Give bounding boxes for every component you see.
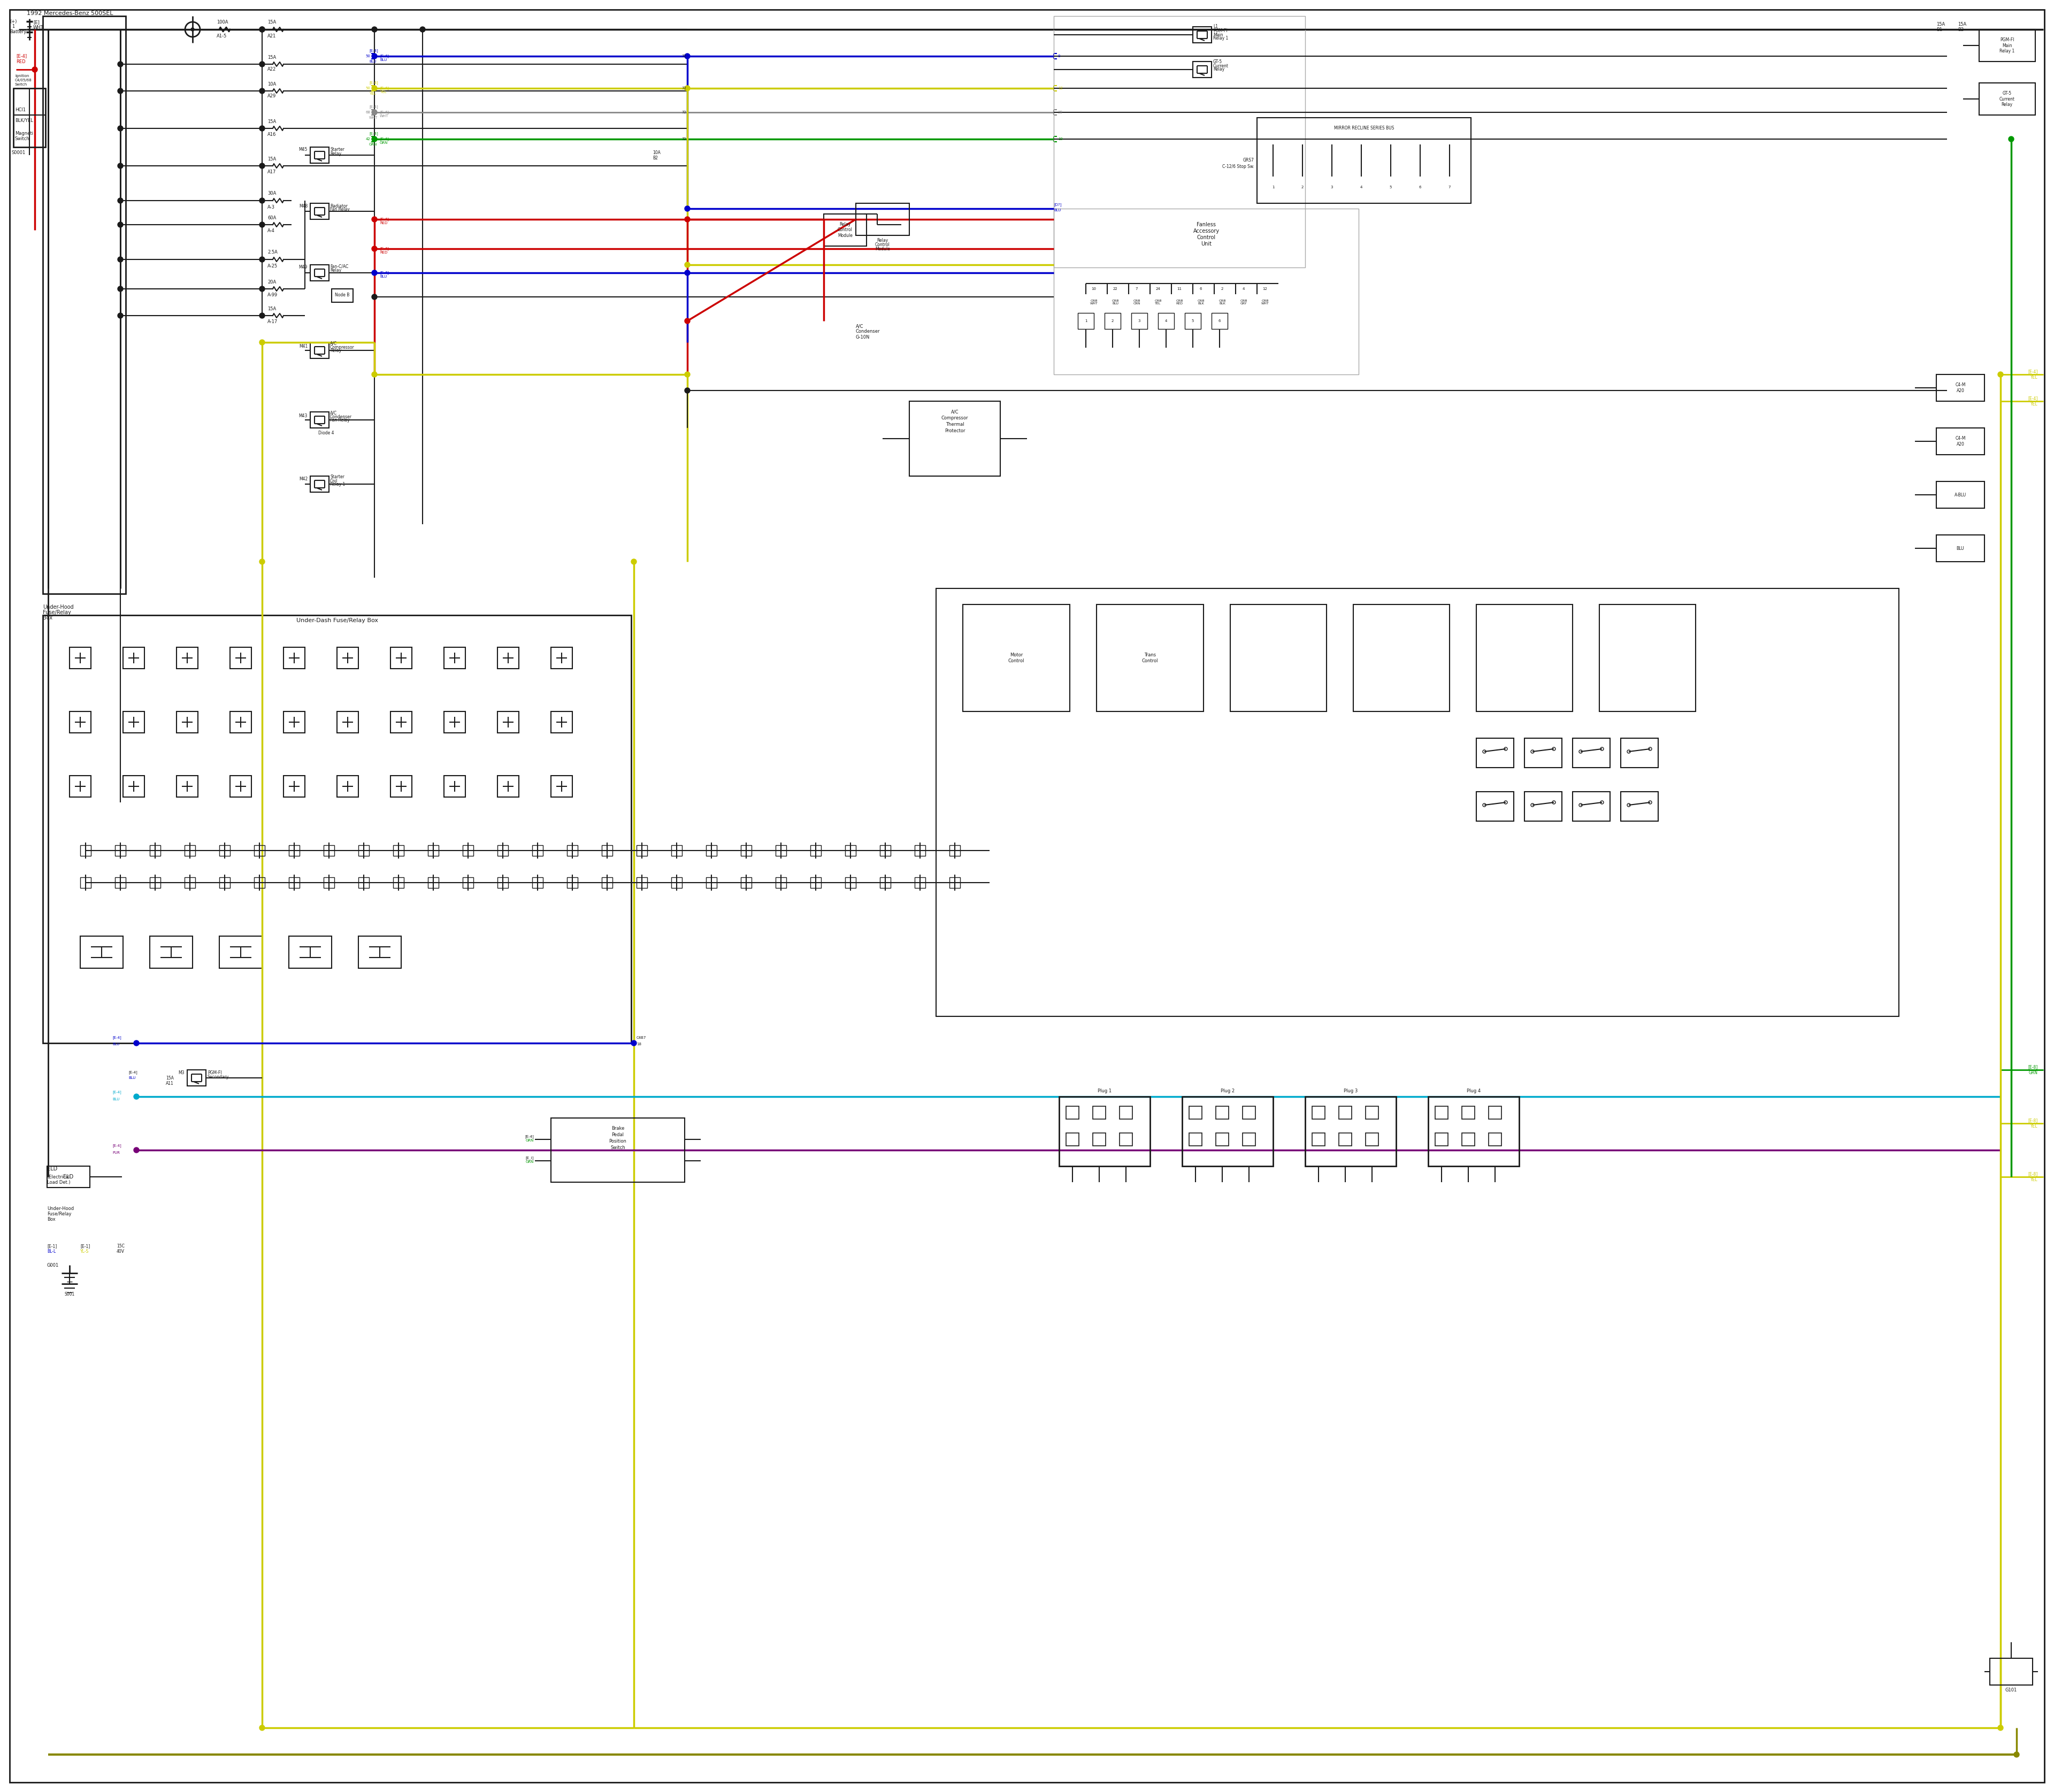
Text: [E-4]
RED: [E-4] RED [380, 247, 388, 254]
Bar [637, 878, 647, 889]
Text: A-25: A-25 [267, 263, 277, 269]
Bar [1990, 1658, 2033, 1684]
Text: B2: B2 [653, 156, 657, 159]
Bar [337, 711, 357, 733]
Bar [283, 647, 304, 668]
Bar [1158, 314, 1175, 330]
Text: 7: 7 [1136, 287, 1138, 290]
Bar [1093, 1106, 1105, 1118]
Text: Magneti: Magneti [14, 131, 33, 136]
Text: [E-8]
GRN: [E-8] GRN [2027, 1064, 2038, 1075]
Bar [1477, 738, 1514, 767]
Text: A-99: A-99 [267, 292, 277, 297]
Text: 30A: 30A [267, 192, 275, 195]
Bar [1257, 118, 1471, 202]
Bar [115, 846, 125, 857]
Text: ORB
BLK: ORB BLK [1197, 299, 1204, 305]
Circle shape [684, 387, 690, 392]
Bar [1132, 314, 1148, 330]
Text: C4-M
A20: C4-M A20 [1955, 435, 1966, 446]
Text: ORB
WHT: ORB WHT [1261, 299, 1269, 305]
Text: Fan Relay: Fan Relay [331, 418, 349, 423]
Text: Pedal: Pedal [612, 1133, 624, 1138]
Circle shape [259, 163, 265, 168]
Text: 15A: 15A [267, 56, 275, 59]
Bar [1313, 1133, 1325, 1145]
Bar [497, 846, 507, 857]
Text: GT-5
Current
Relay: GT-5 Current Relay [1999, 91, 2015, 108]
Bar [910, 401, 1000, 477]
Bar [1313, 1106, 1325, 1118]
Bar [1573, 792, 1610, 821]
Bar [150, 846, 160, 857]
Bar [1462, 1106, 1475, 1118]
Text: Under-Dash Fuse/Relay Box: Under-Dash Fuse/Relay Box [296, 618, 378, 624]
Text: [E-4]
RED: [E-4] RED [380, 217, 388, 224]
Circle shape [117, 125, 123, 131]
Text: 15C: 15C [117, 1244, 125, 1249]
Text: 5: 5 [1391, 186, 1393, 188]
Text: [E_i]: [E_i] [526, 1156, 534, 1159]
Text: BLU: BLU [370, 59, 376, 63]
Text: Starter: Starter [331, 475, 345, 480]
Text: Control: Control [1197, 235, 1216, 240]
Text: A/C: A/C [331, 410, 337, 416]
Bar [337, 647, 357, 668]
Bar [1600, 604, 1697, 711]
Circle shape [372, 54, 378, 59]
Text: [E-4]: [E-4] [113, 1091, 121, 1095]
Bar [672, 878, 682, 889]
Bar [497, 711, 520, 733]
Text: Condenser: Condenser [331, 414, 351, 419]
Circle shape [684, 206, 690, 211]
Bar [220, 846, 230, 857]
Text: YEL: YEL [370, 91, 376, 95]
Circle shape [2009, 136, 2013, 142]
Text: S001: S001 [64, 1292, 74, 1297]
Text: Radiator: Radiator [331, 204, 347, 208]
Circle shape [259, 197, 265, 202]
Bar [1980, 29, 2036, 61]
Bar [1097, 604, 1204, 711]
Text: Switch: Switch [14, 136, 31, 142]
Circle shape [117, 256, 123, 262]
Text: Main: Main [1214, 32, 1222, 38]
Text: Relay: Relay [331, 267, 341, 272]
Circle shape [259, 340, 265, 346]
Text: [E-4]: [E-4] [370, 133, 378, 136]
Text: A16: A16 [267, 133, 275, 138]
Text: 2: 2 [1220, 287, 1224, 290]
Text: [E-4]
WHT: [E-4] WHT [380, 111, 388, 118]
Bar [532, 846, 542, 857]
Text: PGM-FI: PGM-FI [207, 1070, 222, 1075]
Circle shape [259, 88, 265, 93]
Bar [550, 647, 573, 668]
Bar [47, 1167, 90, 1188]
Text: 8: 8 [1058, 54, 1060, 57]
Text: Secondary: Secondary [207, 1075, 230, 1079]
Text: Thermal: Thermal [945, 423, 963, 426]
Text: S0001: S0001 [12, 151, 27, 154]
Text: B1: B1 [1937, 27, 1943, 32]
Text: 15A: 15A [267, 156, 275, 161]
Bar [331, 289, 353, 303]
Text: Current: Current [1214, 63, 1228, 68]
Text: Relay: Relay [877, 238, 887, 244]
Bar [776, 846, 787, 857]
Bar [1212, 314, 1228, 330]
Bar [80, 878, 90, 889]
Bar [255, 846, 265, 857]
Bar [185, 846, 195, 857]
Circle shape [33, 66, 37, 72]
Text: YL-S: YL-S [80, 1249, 88, 1254]
Bar [255, 878, 265, 889]
Bar [325, 878, 335, 889]
Bar [462, 846, 472, 857]
Circle shape [117, 314, 123, 319]
Text: 20A: 20A [267, 280, 275, 285]
Circle shape [631, 1041, 637, 1047]
Bar [325, 846, 335, 857]
Bar [497, 776, 520, 797]
Text: 72: 72 [682, 54, 686, 57]
Text: 12: 12 [1263, 287, 1267, 290]
